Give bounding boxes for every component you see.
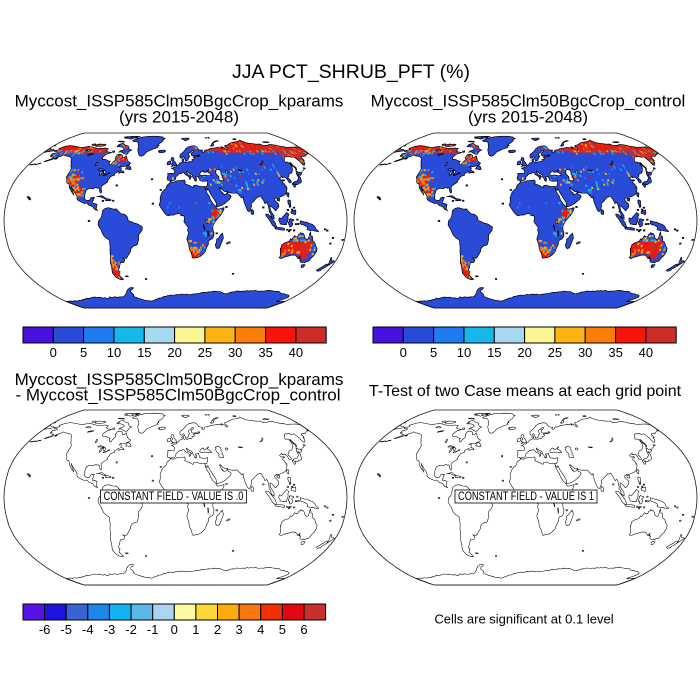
svg-text:CONSTANT FIELD - VALUE IS 1: CONSTANT FIELD - VALUE IS 1 xyxy=(458,491,594,503)
svg-text:-6: -6 xyxy=(39,622,51,637)
svg-text:40: 40 xyxy=(289,345,303,360)
svg-text:Cells are significant at 0.1 l: Cells are significant at 0.1 level xyxy=(434,612,613,627)
svg-text:3: 3 xyxy=(235,622,242,637)
svg-text:-3: -3 xyxy=(104,622,116,637)
svg-text:4: 4 xyxy=(257,622,264,637)
svg-text:- Myccost_ISSP585Clm50BgcCrop_: - Myccost_ISSP585Clm50BgcCrop_control xyxy=(15,386,340,405)
svg-text:JJA PCT_SHRUB_PFT (%): JJA PCT_SHRUB_PFT (%) xyxy=(232,61,470,83)
svg-text:-2: -2 xyxy=(125,622,137,637)
svg-text:25: 25 xyxy=(198,345,212,360)
svg-text:5: 5 xyxy=(430,345,437,360)
svg-text:T-Test of two Case means at ea: T-Test of two Case means at each grid po… xyxy=(369,383,682,400)
svg-text:(yrs 2015-2048): (yrs 2015-2048) xyxy=(119,108,239,127)
svg-text:Myccost_ISSP585Clm50BgcCrop_co: Myccost_ISSP585Clm50BgcCrop_control xyxy=(371,92,686,111)
svg-text:15: 15 xyxy=(137,345,151,360)
svg-text:-1: -1 xyxy=(147,622,159,637)
svg-text:Myccost_ISSP585Clm50BgcCrop_kp: Myccost_ISSP585Clm50BgcCrop_kparams xyxy=(15,92,344,111)
svg-text:(yrs 2015-2048): (yrs 2015-2048) xyxy=(468,108,588,127)
svg-text:0: 0 xyxy=(50,345,57,360)
svg-text:15: 15 xyxy=(487,345,501,360)
svg-text:25: 25 xyxy=(548,345,562,360)
svg-text:Myccost_ISSP585Clm50BgcCrop_kp: Myccost_ISSP585Clm50BgcCrop_kparams xyxy=(15,370,344,389)
svg-text:40: 40 xyxy=(639,345,653,360)
svg-text:30: 30 xyxy=(578,345,592,360)
svg-text:2: 2 xyxy=(214,622,221,637)
svg-text:-5: -5 xyxy=(60,622,72,637)
svg-text:0: 0 xyxy=(171,622,178,637)
svg-text:-4: -4 xyxy=(82,622,94,637)
svg-text:35: 35 xyxy=(258,345,272,360)
svg-text:5: 5 xyxy=(80,345,87,360)
svg-text:20: 20 xyxy=(167,345,181,360)
svg-text:5: 5 xyxy=(279,622,286,637)
svg-text:20: 20 xyxy=(517,345,531,360)
svg-text:6: 6 xyxy=(300,622,307,637)
svg-text:35: 35 xyxy=(608,345,622,360)
svg-text:10: 10 xyxy=(457,345,471,360)
svg-text:CONSTANT FIELD - VALUE IS .0: CONSTANT FIELD - VALUE IS .0 xyxy=(104,491,244,503)
svg-text:0: 0 xyxy=(400,345,407,360)
svg-text:30: 30 xyxy=(228,345,242,360)
svg-text:1: 1 xyxy=(192,622,199,637)
svg-text:10: 10 xyxy=(107,345,121,360)
